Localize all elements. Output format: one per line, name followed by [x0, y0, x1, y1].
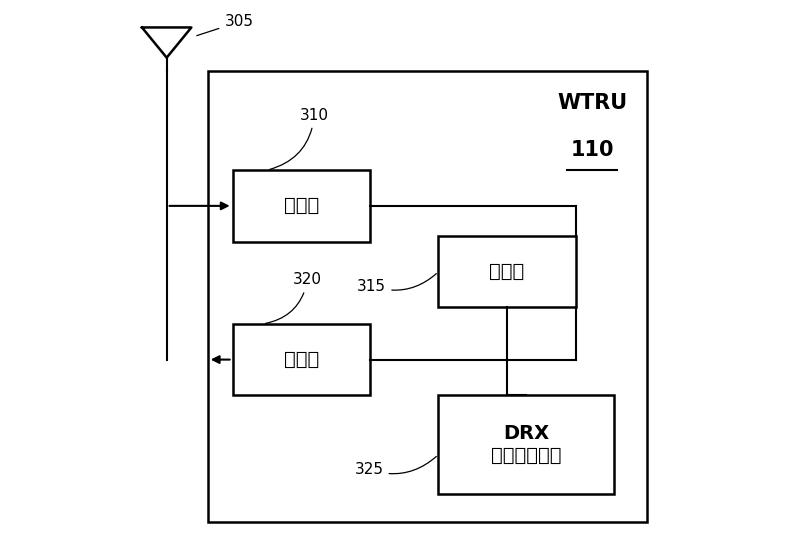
- Bar: [438, 236, 576, 307]
- Bar: [438, 395, 614, 494]
- Text: 接收机: 接收机: [283, 197, 319, 215]
- Text: 发射机: 发射机: [283, 350, 319, 369]
- Bar: [208, 71, 647, 522]
- Text: 315: 315: [358, 273, 436, 294]
- Bar: [233, 324, 370, 395]
- Text: 325: 325: [354, 456, 436, 477]
- Text: 305: 305: [197, 14, 254, 36]
- Text: DRX
不活动定时器: DRX 不活动定时器: [491, 424, 562, 465]
- Bar: [233, 170, 370, 242]
- Text: 处理器: 处理器: [490, 262, 525, 281]
- Text: 110: 110: [570, 140, 614, 160]
- Text: 320: 320: [266, 272, 322, 323]
- Text: 310: 310: [270, 108, 329, 170]
- Text: WTRU: WTRU: [557, 93, 627, 113]
